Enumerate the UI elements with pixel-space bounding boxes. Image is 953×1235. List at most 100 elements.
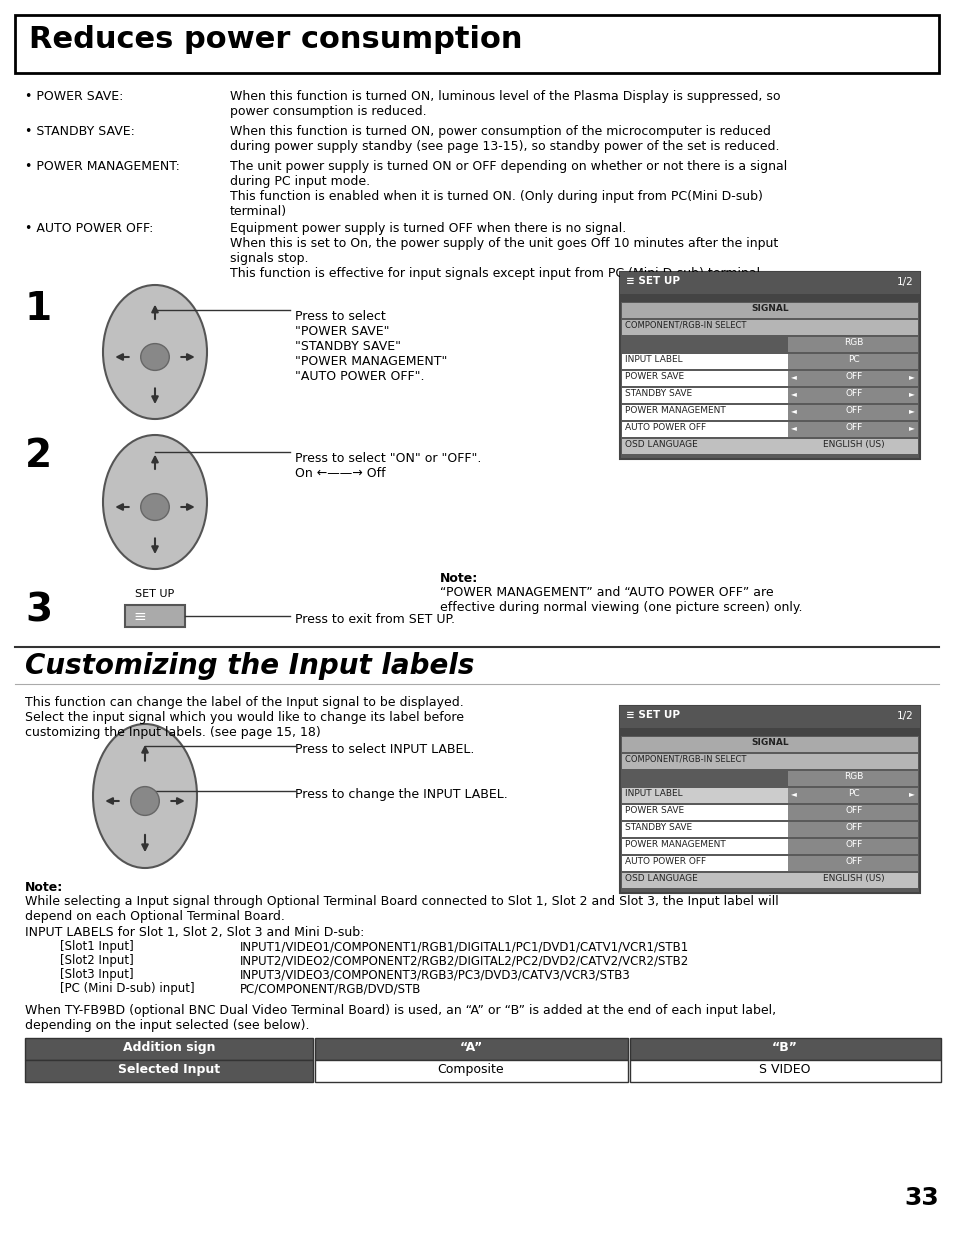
- Text: Press to exit from SET UP.: Press to exit from SET UP.: [294, 613, 455, 626]
- Text: The unit power supply is turned ON or OFF depending on whether or not there is a: The unit power supply is turned ON or OF…: [230, 161, 786, 219]
- Bar: [629, 1060, 940, 1082]
- Text: “A”: “A”: [459, 1041, 482, 1053]
- Text: OFF: OFF: [844, 406, 862, 415]
- Bar: [314, 1037, 627, 1060]
- Text: AUTO POWER OFF: AUTO POWER OFF: [624, 857, 705, 866]
- Text: PC: PC: [847, 354, 859, 364]
- Bar: [787, 771, 917, 785]
- Bar: [621, 873, 787, 888]
- Ellipse shape: [103, 285, 207, 419]
- Text: 2: 2: [25, 437, 52, 475]
- Text: ◄: ◄: [790, 406, 796, 415]
- Bar: [787, 405, 917, 420]
- Bar: [125, 605, 185, 627]
- Text: OSD LANGUAGE: OSD LANGUAGE: [624, 440, 697, 450]
- Text: INPUT LABEL: INPUT LABEL: [624, 354, 682, 364]
- Bar: [621, 737, 917, 752]
- Bar: [787, 805, 917, 820]
- Bar: [619, 727, 919, 736]
- Text: OFF: OFF: [844, 372, 862, 382]
- Text: [Slot3 Input]: [Slot3 Input]: [60, 968, 133, 981]
- Text: S VIDEO: S VIDEO: [759, 1063, 810, 1076]
- Bar: [787, 788, 917, 803]
- Text: ►: ►: [908, 372, 914, 382]
- Text: INPUT3/VIDEO3/COMPONENT3/RGB3/PC3/DVD3/CATV3/VCR3/STB3: INPUT3/VIDEO3/COMPONENT3/RGB3/PC3/DVD3/C…: [240, 968, 630, 981]
- Text: STANDBY SAVE: STANDBY SAVE: [624, 389, 691, 398]
- Text: ◄: ◄: [790, 389, 796, 398]
- Text: This function can change the label of the Input signal to be displayed.
Select t: This function can change the label of th…: [25, 697, 463, 739]
- Text: COMPONENT/RGB-IN SELECT: COMPONENT/RGB-IN SELECT: [624, 321, 745, 330]
- Text: INPUT2/VIDEO2/COMPONENT2/RGB2/DIGITAL2/PC2/DVD2/CATV2/VCR2/STB2: INPUT2/VIDEO2/COMPONENT2/RGB2/DIGITAL2/P…: [240, 953, 688, 967]
- Text: ENGLISH (US): ENGLISH (US): [822, 874, 883, 883]
- Bar: [787, 422, 917, 437]
- Bar: [25, 1060, 313, 1082]
- Text: Equipment power supply is turned OFF when there is no signal.
When this is set t: Equipment power supply is turned OFF whe…: [230, 222, 778, 280]
- Bar: [621, 438, 787, 454]
- Bar: [621, 805, 787, 820]
- Bar: [621, 422, 787, 437]
- Text: ENGLISH (US): ENGLISH (US): [822, 440, 883, 450]
- Ellipse shape: [92, 724, 196, 868]
- Bar: [787, 370, 917, 387]
- Text: Note:: Note:: [25, 881, 63, 894]
- Bar: [619, 706, 919, 727]
- Text: “POWER MANAGEMENT” and “AUTO POWER OFF” are
effective during normal viewing (one: “POWER MANAGEMENT” and “AUTO POWER OFF” …: [439, 585, 801, 614]
- Ellipse shape: [140, 343, 169, 370]
- Bar: [629, 1037, 940, 1060]
- Text: Note:: Note:: [439, 572, 477, 585]
- Text: 3: 3: [25, 592, 52, 630]
- Text: ◄: ◄: [790, 372, 796, 382]
- Text: ►: ►: [908, 389, 914, 398]
- Text: [Slot2 Input]: [Slot2 Input]: [60, 953, 133, 967]
- Ellipse shape: [140, 494, 169, 520]
- Text: OFF: OFF: [844, 424, 862, 432]
- Text: POWER SAVE: POWER SAVE: [624, 372, 683, 382]
- Bar: [621, 755, 917, 769]
- Bar: [15, 15, 938, 73]
- Bar: [621, 856, 787, 871]
- Text: [Slot1 Input]: [Slot1 Input]: [60, 940, 133, 953]
- Text: When this function is turned ON, power consumption of the microcomputer is reduc: When this function is turned ON, power c…: [230, 125, 779, 153]
- Text: While selecting a Input signal through Optional Terminal Board connected to Slot: While selecting a Input signal through O…: [25, 895, 778, 923]
- Bar: [621, 823, 787, 837]
- Text: Press to change the INPUT LABEL.: Press to change the INPUT LABEL.: [294, 788, 507, 802]
- Bar: [25, 1037, 313, 1060]
- Text: ►: ►: [908, 424, 914, 432]
- Bar: [787, 873, 917, 888]
- Bar: [619, 272, 919, 459]
- Text: Composite: Composite: [437, 1063, 504, 1076]
- Text: 1/2: 1/2: [897, 277, 913, 287]
- Ellipse shape: [131, 787, 159, 815]
- Text: When TY-FB9BD (optional BNC Dual Video Terminal Board) is used, an “A” or “B” is: When TY-FB9BD (optional BNC Dual Video T…: [25, 1004, 776, 1032]
- Text: OFF: OFF: [844, 806, 862, 815]
- Text: OFF: OFF: [844, 857, 862, 866]
- Text: COMPONENT/RGB-IN SELECT: COMPONENT/RGB-IN SELECT: [624, 755, 745, 764]
- Text: • POWER SAVE:: • POWER SAVE:: [25, 90, 123, 103]
- Text: OSD LANGUAGE: OSD LANGUAGE: [624, 874, 697, 883]
- Text: When this function is turned ON, luminous level of the Plasma Display is suppres: When this function is turned ON, luminou…: [230, 90, 780, 119]
- Text: Press to select "ON" or "OFF".
On ←——→ Off: Press to select "ON" or "OFF". On ←——→ O…: [294, 452, 481, 480]
- Text: RGB: RGB: [843, 338, 862, 347]
- Bar: [787, 823, 917, 837]
- Text: POWER MANAGEMENT: POWER MANAGEMENT: [624, 406, 725, 415]
- Text: Press to select
"POWER SAVE"
"STANDBY SAVE"
"POWER MANAGEMENT"
"AUTO POWER OFF".: Press to select "POWER SAVE" "STANDBY SA…: [294, 310, 447, 383]
- Text: Selected Input: Selected Input: [118, 1063, 220, 1076]
- Text: 1/2: 1/2: [897, 711, 913, 721]
- Text: Press to select INPUT LABEL.: Press to select INPUT LABEL.: [294, 743, 474, 756]
- Bar: [787, 354, 917, 369]
- Text: SIGNAL: SIGNAL: [750, 304, 788, 312]
- Text: PC/COMPONENT/RGB/DVD/STB: PC/COMPONENT/RGB/DVD/STB: [240, 982, 421, 995]
- Bar: [787, 438, 917, 454]
- Text: Reduces power consumption: Reduces power consumption: [29, 25, 522, 54]
- Text: [PC (Mini D-sub) input]: [PC (Mini D-sub) input]: [60, 982, 194, 995]
- Text: AUTO POWER OFF: AUTO POWER OFF: [624, 424, 705, 432]
- Text: • AUTO POWER OFF:: • AUTO POWER OFF:: [25, 222, 153, 235]
- Bar: [619, 706, 919, 893]
- Text: OFF: OFF: [844, 840, 862, 848]
- Bar: [621, 388, 787, 403]
- Text: INPUT LABEL: INPUT LABEL: [624, 789, 682, 798]
- Bar: [621, 788, 787, 803]
- Bar: [621, 405, 787, 420]
- Text: SIGNAL: SIGNAL: [750, 739, 788, 747]
- Text: ►: ►: [908, 406, 914, 415]
